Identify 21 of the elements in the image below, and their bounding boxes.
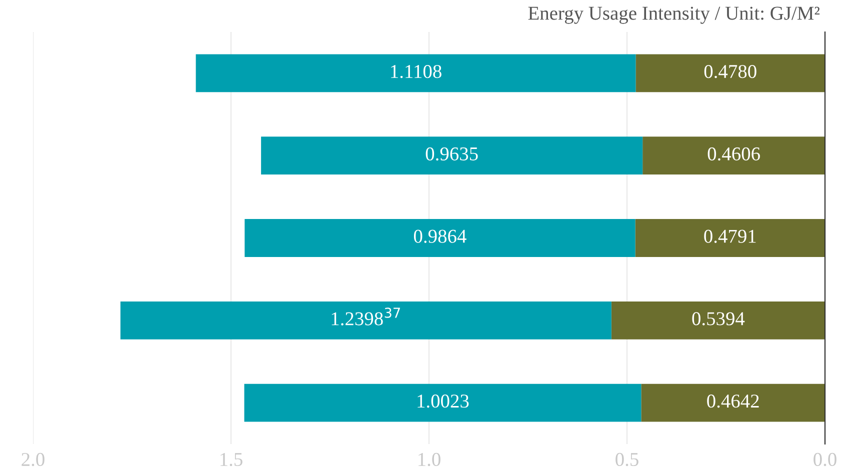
data-label: 1.2398$^{37}$: [332, 308, 400, 326]
bar: [635, 219, 825, 257]
data-label: 0.4642: [707, 394, 759, 408]
bar: [642, 136, 825, 175]
data-label: 0.4791: [704, 230, 756, 243]
data-label: 0.9635: [426, 147, 478, 161]
bar: [244, 384, 642, 422]
data-label: 0.4606: [708, 147, 760, 161]
bar: [196, 54, 636, 92]
data-label: 1.0023: [418, 394, 469, 408]
data-label: 0.4780: [704, 64, 756, 78]
bar: [261, 136, 643, 175]
bar: [244, 219, 636, 257]
chart-title: Energy Usage Intensity / Unit: GJ/M²: [528, 6, 820, 24]
bar: [611, 301, 825, 340]
bar: [636, 54, 825, 92]
data-label: 0.9864: [414, 230, 466, 243]
data-label: 0.5394: [692, 312, 745, 326]
data-label: 1.1108: [391, 64, 442, 78]
bar: [641, 384, 825, 422]
bar: [120, 301, 612, 340]
